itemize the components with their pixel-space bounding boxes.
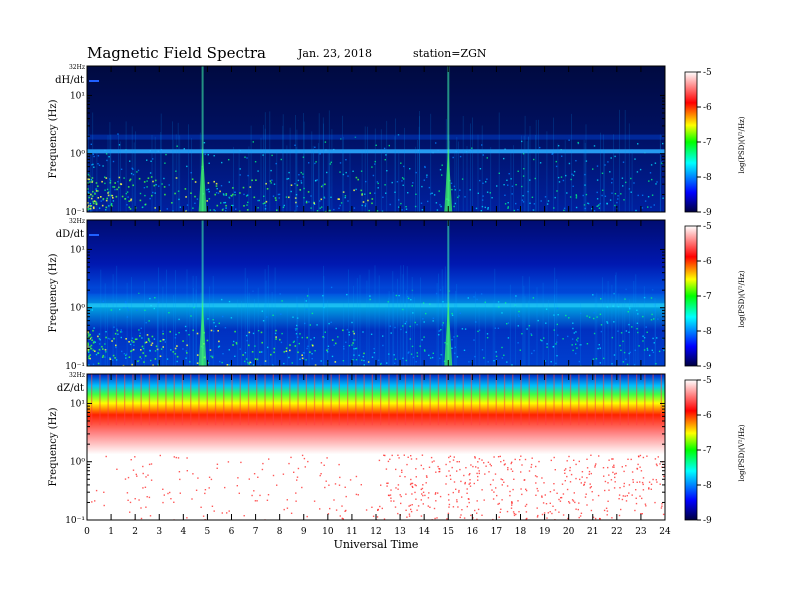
- colorbar-tick-label: -6: [703, 257, 712, 267]
- colorbar-tick-label: -5: [703, 376, 712, 386]
- frequency-band: [87, 149, 665, 154]
- y-axis-label: Frequency (Hz): [48, 99, 59, 178]
- x-axis-label: Universal Time: [334, 538, 419, 551]
- x-tick-label: 0: [84, 527, 90, 537]
- y-tick-label: 10⁰: [70, 150, 85, 160]
- y-tick-label: 10⁻¹: [65, 362, 85, 372]
- y-tick-label: 10⁻¹: [65, 516, 85, 526]
- colorbar-tick-label: -8: [703, 173, 712, 183]
- x-tick-label: 10: [322, 527, 334, 537]
- spectrogram-panel: [86, 219, 666, 367]
- colorbar: [684, 379, 698, 521]
- spectrogram-panel: [86, 65, 666, 213]
- colorbar-tick-label: -7: [703, 138, 712, 148]
- colorbar-label: log(PSD)(V²/Hz): [738, 116, 746, 173]
- y-tick-label: 10¹: [70, 91, 85, 101]
- colorbar-tick-label: -8: [703, 481, 712, 491]
- x-tick-label: 3: [156, 527, 162, 537]
- x-tick-label: 16: [467, 527, 479, 537]
- colorbar-label: log(PSD)(V²/Hz): [738, 270, 746, 327]
- y-tick-label: 10⁻¹: [65, 208, 85, 218]
- x-tick-label: 6: [229, 527, 235, 537]
- colorbar-label: log(PSD)(V²/Hz): [738, 424, 746, 481]
- panel-label: dZ/dt: [57, 383, 84, 394]
- spike-line: [447, 66, 450, 212]
- frequency-band: [87, 303, 665, 308]
- y-tick-label: 32Hz: [69, 64, 85, 71]
- x-tick-label: 9: [301, 527, 307, 537]
- x-tick-label: 12: [370, 527, 381, 537]
- x-tick-label: 4: [180, 527, 186, 537]
- spike-line: [201, 220, 204, 366]
- x-tick-label: 22: [611, 527, 622, 537]
- y-tick-label: 10⁰: [70, 304, 85, 314]
- colorbar-tick-label: -6: [703, 411, 712, 421]
- colorbar-tick-label: -6: [703, 103, 712, 113]
- panel-marker: [89, 80, 99, 82]
- chart-title: Magnetic Field Spectra: [87, 44, 266, 62]
- colorbar-tick-label: -9: [703, 362, 712, 372]
- x-tick-label: 7: [253, 527, 259, 537]
- y-tick-label: 10¹: [70, 399, 85, 409]
- y-axis-label: Frequency (Hz): [48, 407, 59, 486]
- spike-burst: [444, 300, 453, 366]
- x-tick-label: 5: [205, 527, 211, 537]
- x-tick-label: 24: [659, 527, 671, 537]
- colorbar-tick-label: -7: [703, 446, 712, 456]
- x-tick-label: 21: [587, 527, 598, 537]
- station-label: station=ZGN: [413, 47, 487, 60]
- y-tick-label: 32Hz: [69, 218, 85, 225]
- x-tick-label: 15: [443, 527, 455, 537]
- colorbar: [684, 225, 698, 367]
- date-label: Jan. 23, 2018: [298, 47, 373, 60]
- x-tick-label: 23: [635, 527, 647, 537]
- y-tick-label: 10¹: [70, 245, 85, 255]
- colorbar-tick-label: -8: [703, 327, 712, 337]
- spike-burst: [198, 300, 207, 366]
- x-tick-label: 8: [277, 527, 283, 537]
- x-tick-label: 19: [539, 527, 551, 537]
- colorbar-tick-label: -7: [703, 292, 712, 302]
- colorbar: [684, 71, 698, 213]
- panel-label: dD/dt: [56, 229, 84, 240]
- colorbar-tick-label: -9: [703, 208, 712, 218]
- panel-marker: [89, 234, 99, 236]
- spike-burst: [444, 146, 453, 212]
- x-tick-label: 11: [346, 527, 357, 537]
- spike-line: [201, 66, 204, 212]
- panel-background: [87, 374, 665, 520]
- y-tick-label: 10⁰: [70, 458, 85, 468]
- y-tick-label: 32Hz: [69, 372, 85, 379]
- colorbar-tick-label: -9: [703, 516, 712, 526]
- x-tick-label: 18: [515, 527, 527, 537]
- spectrogram-panel: [86, 373, 666, 521]
- spike-burst: [198, 146, 207, 212]
- x-tick-label: 1: [108, 527, 114, 537]
- colorbar-tick-label: -5: [703, 68, 712, 78]
- y-axis-label: Frequency (Hz): [48, 253, 59, 332]
- colorbar-tick-label: -5: [703, 222, 712, 232]
- x-tick-label: 17: [491, 527, 503, 537]
- x-tick-label: 13: [394, 527, 406, 537]
- x-tick-label: 2: [132, 527, 138, 537]
- panel-label: dH/dt: [55, 75, 84, 86]
- spike-line: [447, 220, 450, 366]
- x-tick-label: 20: [563, 527, 575, 537]
- x-tick-label: 14: [418, 527, 430, 537]
